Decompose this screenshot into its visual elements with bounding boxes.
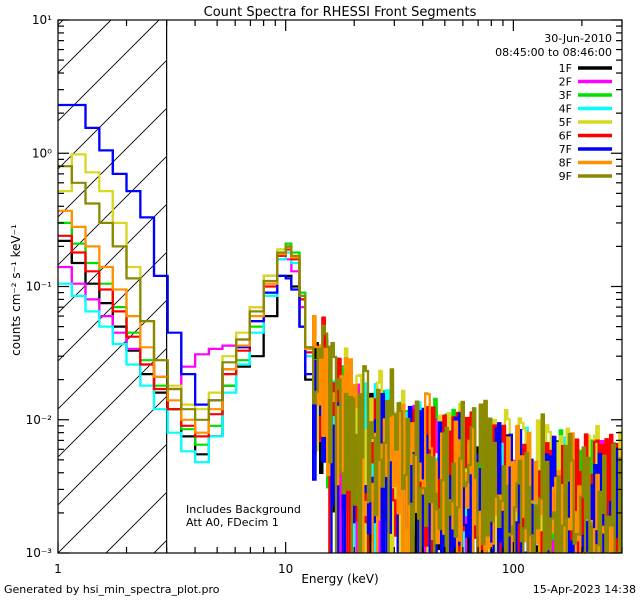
y-tick-label: 10¹ [32,13,52,27]
legend-label: 3F [559,89,572,102]
observation-time-range: 08:45:00 to 08:46:00 [495,46,612,59]
legend-item-7f[interactable]: 7F [559,143,612,156]
legend-item-1f[interactable]: 1F [559,62,612,75]
x-tick-label: 10 [278,562,293,576]
legend-item-2f[interactable]: 2F [559,76,612,89]
legend-label: 4F [559,103,572,116]
legend-item-8f[interactable]: 8F [559,157,612,170]
y-axis-ticks: 10¹ 10⁰ 10⁻¹ 10⁻² 10⁻³ [26,13,622,560]
y-tick-label: 10⁰ [32,146,52,160]
y-tick-label: 10⁻¹ [26,280,53,294]
footer-timestamp: 15-Apr-2023 14:38 [533,583,636,596]
legend-item-5f[interactable]: 5F [559,116,612,129]
x-axis-label: Energy (keV) [301,572,378,586]
legend-label: 2F [559,76,572,89]
legend-label: 6F [559,130,572,143]
legend-item-6f[interactable]: 6F [559,130,612,143]
legend-label: 8F [559,157,572,170]
page-title: Count Spectra for RHESSI Front Segments [204,5,477,20]
legend-label: 5F [559,116,572,129]
x-tick-label: 100 [502,562,525,576]
legend-label: 9F [559,170,572,183]
x-tick-label: 1 [54,562,62,576]
y-tick-label: 10⁻³ [26,546,53,560]
annotation-background: Includes Background [186,503,301,516]
legend-item-9f[interactable]: 9F [559,170,612,183]
legend-label: 1F [559,62,572,75]
observation-date: 30-Jun-2010 [544,32,612,45]
spectra-series-group [58,103,622,553]
footer-generator: Generated by hsi_min_spectra_plot.pro [4,583,220,596]
y-axis-label: counts cm⁻² s⁻¹ keV⁻¹ [9,224,23,356]
legend-label: 7F [559,143,572,156]
legend-item-3f[interactable]: 3F [559,89,612,102]
legend-item-4f[interactable]: 4F [559,103,612,116]
y-tick-label: 10⁻² [26,413,53,427]
x-axis-ticks: 1 10 100 [54,20,623,576]
spectrum-line-9f [58,165,622,553]
annotation-attenuator: Att A0, FDecim 1 [186,516,279,529]
